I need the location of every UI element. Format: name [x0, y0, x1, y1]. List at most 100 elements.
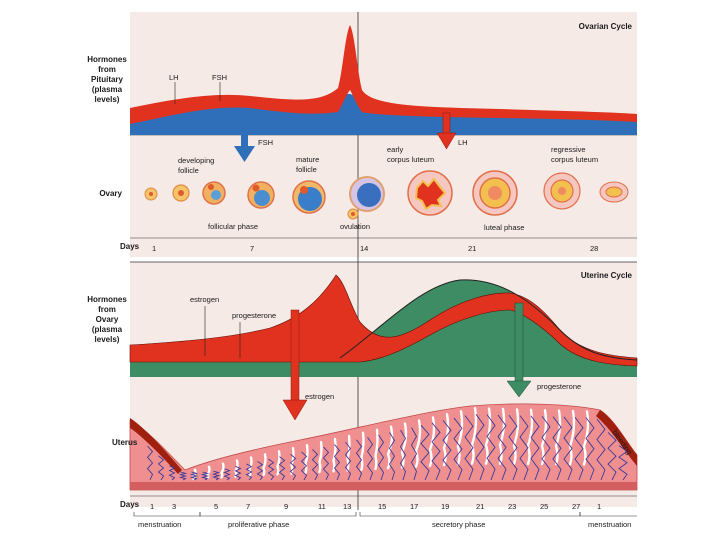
spiral-artery [431, 422, 441, 481]
developing-follicle-label: developing [178, 156, 214, 165]
ovary-hormone-label-line: levels) [95, 335, 120, 344]
spiral-artery [596, 418, 606, 481]
mature-follicle [292, 180, 326, 214]
spiral-artery [388, 432, 396, 481]
uterine-day-tick: 19 [441, 502, 449, 511]
pituitary-label-line: (plasma [92, 85, 123, 94]
spiral-artery [322, 446, 330, 481]
spiral-artery [585, 417, 595, 481]
progesterone-label: progesterone [232, 311, 276, 320]
spiral-artery [497, 414, 507, 481]
ovarian-day-tick: 7 [250, 244, 254, 253]
spiral-arteries [146, 414, 628, 481]
uterine-gland [540, 409, 548, 466]
uterine-gland [206, 465, 211, 480]
estrogen-arrow [282, 309, 308, 421]
uterine-day-tick: 7 [246, 502, 250, 511]
spiral-artery [256, 461, 264, 481]
ovary-hormone-chart [129, 274, 638, 377]
uterine-gland [220, 462, 225, 479]
ovarian-day-tick: 14 [360, 244, 368, 253]
progesterone-arrow [506, 302, 532, 398]
spiral-artery [300, 451, 308, 481]
uterine-gland [470, 406, 478, 465]
spiral-artery [245, 463, 253, 481]
developing-follicle-label: follicle [178, 166, 199, 175]
uterine-day-ticks: 1 3 5 7 9 11 13 15 17 19 21 23 25 27 1 [150, 502, 601, 511]
pituitary-label-line: Pituitary [91, 75, 124, 84]
mature-follicle-label: mature [296, 155, 319, 164]
uterine-gland [318, 440, 323, 474]
uterine-day-tick: 9 [284, 502, 288, 511]
early-corpus-luteum-label: corpus luteum [387, 155, 434, 164]
uterine-gland [582, 410, 590, 466]
spiral-artery [311, 449, 319, 481]
ovary-hormone-label: Hormones from Ovary (plasma levels) [87, 295, 127, 344]
spiral-artery [475, 414, 485, 481]
spiral-artery [508, 415, 518, 481]
uterine-gland [290, 447, 295, 475]
fsh-arrow-label: FSH [258, 138, 273, 147]
uterine-day-tick: 27 [572, 502, 580, 511]
uterine-day-tick: 23 [508, 502, 516, 511]
spiral-artery [234, 465, 242, 481]
bleeding-left [130, 418, 182, 474]
uterine-gland [512, 408, 520, 466]
ovarian-day-tick: 1 [152, 244, 156, 253]
progesterone-arrow-label: progesterone [537, 382, 581, 391]
spiral-artery [420, 424, 430, 481]
developing-follicle [202, 181, 226, 205]
ovary-follicle-sequence [144, 170, 629, 220]
spiral-artery [289, 453, 297, 481]
uterine-gland [526, 408, 534, 466]
spiral-artery [366, 437, 374, 481]
spiral-artery [333, 444, 341, 481]
ovarian-day-tick: 21 [468, 244, 476, 253]
estrogen-curve [129, 274, 638, 367]
uterine-day-tick: 21 [476, 502, 484, 511]
spiral-artery [519, 415, 529, 481]
spiral-artery [410, 427, 418, 481]
spiral-artery [607, 432, 617, 481]
early-corpus-luteum-label: early [387, 145, 404, 154]
corpus-albicans [599, 181, 629, 203]
lh-label: LH [169, 73, 179, 82]
uterine-gland [414, 419, 422, 468]
spiral-artery [530, 415, 540, 481]
uterine-day-tick: 5 [214, 502, 218, 511]
pituitary-hormone-chart [130, 25, 637, 135]
spiral-artery [552, 416, 562, 481]
fsh-arrow [234, 111, 255, 162]
spiral-artery [618, 445, 628, 481]
spiral-artery [464, 415, 474, 481]
uterine-gland [248, 456, 253, 478]
uterine-gland [346, 434, 351, 472]
developing-follicle-2 [247, 181, 275, 209]
uterine-day-tick: 11 [318, 502, 326, 511]
spiral-artery [189, 471, 199, 481]
uterine-gland [276, 450, 281, 476]
follicular-phase-label: follicular phase [208, 222, 258, 231]
uterine-gland [304, 443, 309, 474]
primordial-follicle-1 [144, 187, 158, 201]
uterine-day-tick: 13 [343, 502, 351, 511]
spiral-artery [355, 439, 363, 481]
uterine-gland [374, 428, 379, 471]
myometrium-band [130, 482, 637, 490]
lh-curve [130, 25, 637, 124]
spiral-artery [278, 456, 286, 481]
menstruation-label: menstruation [138, 520, 181, 529]
primordial-follicle-2 [172, 184, 190, 202]
uterine-gland [400, 422, 408, 469]
corpus-luteum [472, 170, 518, 216]
uterine-day-tick: 3 [172, 502, 176, 511]
uterine-day-tick: 17 [410, 502, 418, 511]
menstruation-end-label: menstruation [588, 520, 631, 529]
spiral-artery [344, 441, 352, 481]
secretory-phase-label: secretory phase [432, 520, 485, 529]
ovulating-follicle [347, 176, 385, 220]
uterine-day-tick: 15 [378, 502, 386, 511]
ovary-hormone-label-line: Hormones [87, 295, 127, 304]
uterine-gland [428, 416, 436, 468]
